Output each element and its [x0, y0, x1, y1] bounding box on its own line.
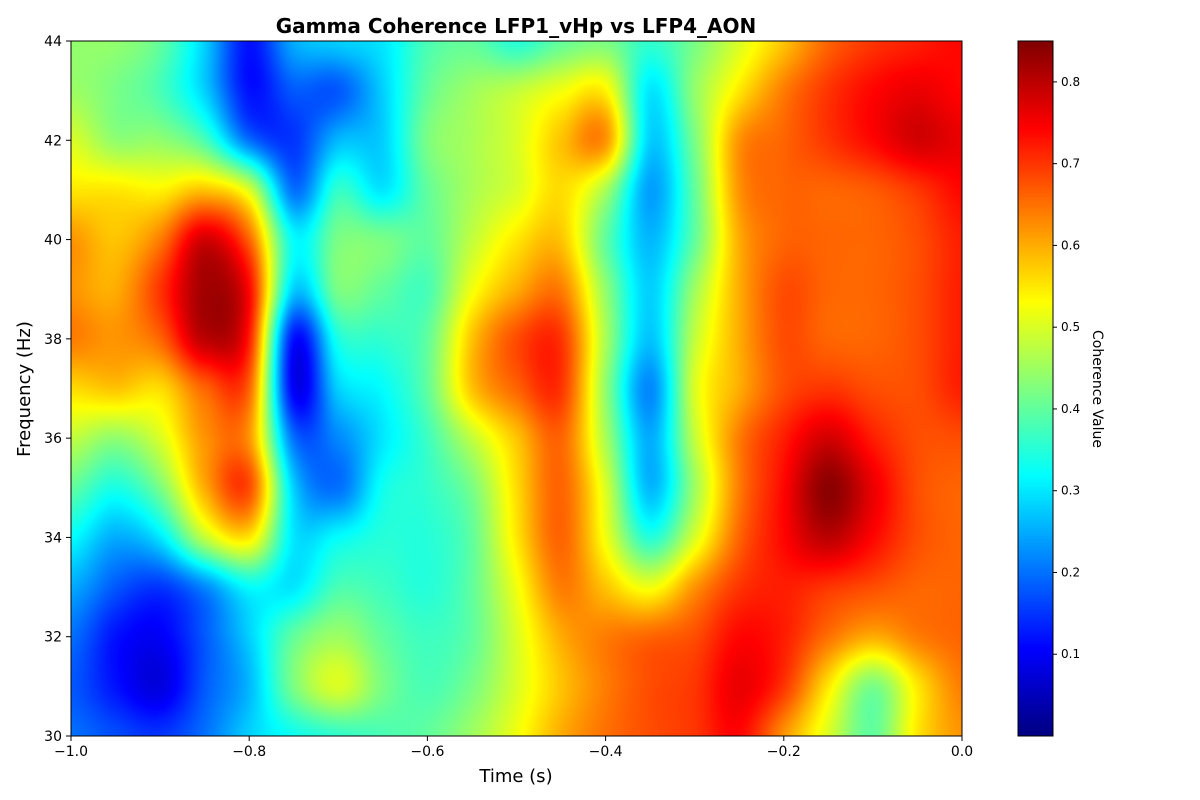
x-axis-label: Time (s)	[478, 766, 552, 787]
y-tick-label: 44	[44, 34, 62, 50]
colorbar-tick-label: 0.4	[1061, 402, 1080, 416]
y-tick-label: 40	[44, 233, 62, 249]
x-tick-label: −1.0	[54, 744, 88, 760]
heatmap-plot	[70, 40, 963, 737]
plot-frame	[70, 40, 963, 737]
colorbar-gradient	[1018, 41, 1053, 736]
heatmap-canvas	[71, 41, 962, 736]
x-tick-label: −0.8	[232, 744, 266, 760]
y-axis: 30 32 34 36 38 40 42 44	[44, 34, 71, 745]
colorbar-frame	[1017, 40, 1054, 737]
y-tick-label: 30	[44, 729, 62, 745]
x-tick-label: −0.4	[589, 744, 623, 760]
y-tick-label: 38	[44, 332, 62, 348]
colorbar-tick-label: 0.2	[1061, 565, 1080, 579]
y-tick-label: 34	[44, 530, 62, 546]
colorbar-tick-label: 0.5	[1061, 320, 1080, 334]
y-tick-label: 42	[44, 133, 62, 149]
y-axis-label: Frequency (Hz)	[14, 321, 35, 457]
colorbar-tick-label: 0.8	[1061, 75, 1080, 89]
x-tick-label: −0.2	[767, 744, 801, 760]
chart-title: Gamma Coherence LFP1_vHp vs LFP4_AON	[276, 14, 756, 38]
colorbar-tick-label: 0.1	[1061, 647, 1080, 661]
x-axis: −1.0 −0.8 −0.6 −0.4 −0.2 0.0	[54, 736, 973, 760]
colorbar-tick-label: 0.7	[1061, 157, 1080, 171]
colorbar-ticks: 0.1 0.2 0.3 0.4 0.5 0.6 0.7 0.8	[1053, 75, 1080, 661]
y-tick-label: 32	[44, 630, 62, 646]
colorbar-tick-label: 0.3	[1061, 484, 1080, 498]
x-tick-label: −0.6	[410, 744, 444, 760]
colorbar-label: Coherence Value	[1089, 330, 1105, 448]
colorbar: 0.1 0.2 0.3 0.4 0.5 0.6 0.7 0.8 Coherence Value	[1017, 40, 1105, 737]
x-tick-label: 0.0	[951, 744, 973, 760]
colorbar-tick-label: 0.6	[1061, 238, 1080, 252]
y-tick-label: 36	[44, 431, 62, 447]
